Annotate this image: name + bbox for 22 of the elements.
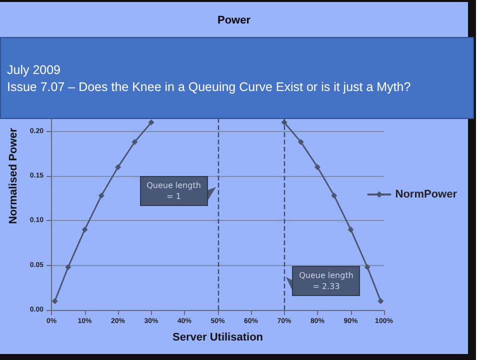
point	[348, 226, 354, 233]
x-axis-title: Server Utilisation	[172, 332, 264, 344]
point	[314, 164, 321, 170]
point	[52, 298, 58, 304]
point	[132, 139, 138, 146]
point	[331, 192, 338, 199]
point	[115, 164, 122, 170]
point	[65, 264, 72, 270]
y-axis-title: Normalised Power	[8, 127, 20, 224]
point	[378, 298, 384, 304]
annotation: Queue length = 2.33	[292, 266, 360, 296]
annotation: July 2009	[7, 62, 62, 79]
banner: July 2009 Issue 7.07 – Does the Knee in a Queuing Curve Exist or is it just a Myth?	[0, 37, 474, 119]
annotation: Queue length = 1	[140, 176, 208, 206]
annotation: Issue 7.07 – Does the Knee in a Queuing Curve Exist or is it just a Myth?	[7, 79, 412, 96]
point	[364, 264, 370, 270]
point	[82, 226, 88, 233]
legend-label: NormPower	[395, 188, 458, 200]
point	[98, 192, 104, 199]
chart-title: Power	[217, 14, 252, 26]
point	[298, 139, 304, 146]
point	[148, 119, 154, 126]
